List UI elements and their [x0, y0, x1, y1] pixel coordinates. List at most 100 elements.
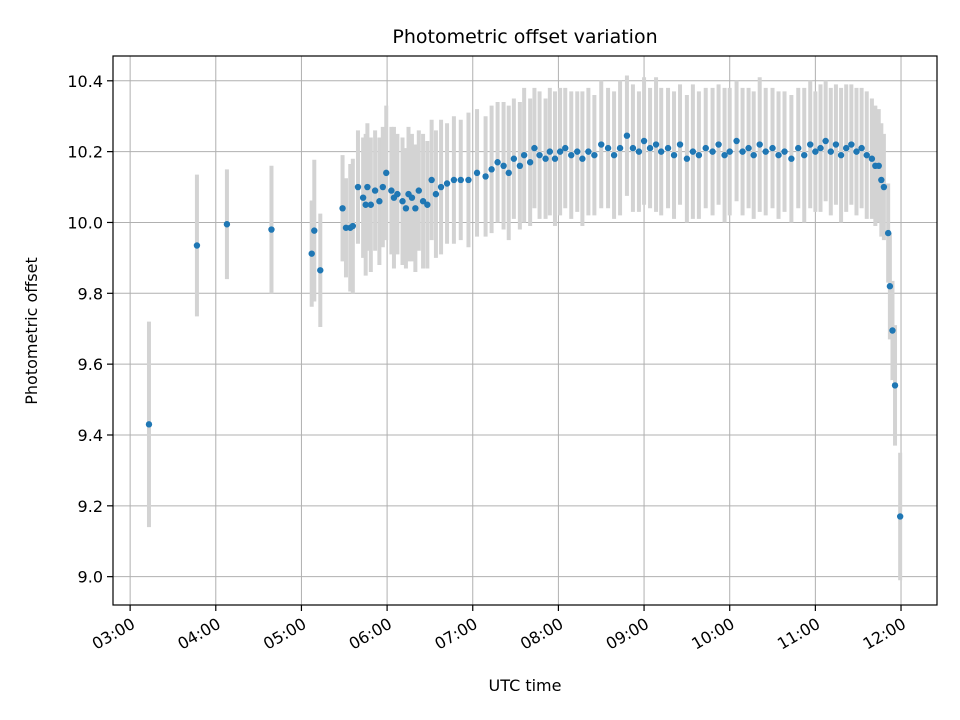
data-point [412, 205, 419, 212]
data-point [721, 151, 728, 159]
data-point [875, 162, 882, 169]
data-point [657, 148, 665, 155]
data-point [775, 151, 782, 159]
data-point [546, 148, 554, 155]
data-point [473, 169, 481, 177]
data-point [812, 148, 819, 155]
data-point [402, 205, 410, 212]
data-point [781, 148, 788, 155]
data-point [598, 141, 605, 148]
data-point [884, 229, 892, 237]
data-point [193, 242, 201, 249]
y-tick-label: 10.0 [67, 213, 103, 232]
data-point [311, 227, 318, 234]
data-point [568, 151, 575, 159]
data-point [394, 190, 401, 198]
data-point [863, 151, 870, 159]
data-point [376, 198, 383, 205]
data-point [756, 141, 763, 148]
data-point [354, 183, 362, 191]
data-point [604, 144, 612, 152]
data-point [739, 148, 746, 155]
data-point [817, 144, 824, 152]
data-point [268, 226, 275, 233]
data-point [419, 198, 427, 205]
data-point [670, 151, 678, 159]
data-point [562, 144, 569, 152]
data-point [646, 144, 654, 152]
data-point [536, 151, 543, 159]
data-point [379, 183, 387, 191]
data-point [339, 205, 346, 212]
data-point [843, 144, 850, 152]
data-point [531, 144, 538, 152]
x-axis-label: UTC time [489, 676, 562, 695]
data-point [437, 183, 445, 191]
data-point [505, 169, 512, 177]
data-point [726, 148, 733, 155]
data-point [516, 162, 524, 169]
data-point [635, 148, 643, 155]
data-point [878, 176, 885, 184]
data-point [364, 183, 371, 191]
data-point [482, 173, 489, 180]
data-point [896, 513, 904, 520]
data-point [795, 144, 802, 152]
data-point [837, 151, 845, 159]
data-point [822, 137, 829, 145]
data-point [848, 141, 855, 148]
data-point [664, 144, 672, 152]
data-point [683, 155, 691, 162]
y-tick-label: 9.0 [78, 568, 103, 587]
data-point [362, 201, 369, 208]
data-point [868, 155, 876, 162]
data-point [308, 250, 315, 257]
data-point [762, 148, 769, 155]
data-point [640, 137, 648, 145]
data-point [424, 201, 431, 208]
data-point [443, 180, 451, 187]
data-point [695, 151, 703, 159]
data-point [556, 148, 564, 155]
data-point [858, 144, 865, 152]
data-point [415, 187, 422, 194]
data-point [652, 141, 660, 148]
data-point [853, 148, 860, 155]
data-point [500, 162, 507, 169]
data-point [832, 141, 840, 148]
data-point [886, 283, 894, 290]
data-point [750, 151, 757, 159]
data-point [399, 198, 406, 205]
data-point [745, 144, 752, 152]
data-point [428, 176, 435, 184]
data-point [676, 141, 684, 148]
y-axis: 9.0 9.2 9.4 9.6 9.8 10.0 10.2 10.4 [67, 72, 113, 587]
data-point [317, 267, 324, 274]
data-point [367, 201, 375, 208]
data-point [408, 194, 416, 201]
data-points [145, 132, 904, 520]
data-point [383, 169, 390, 177]
data-point [371, 187, 379, 194]
data-point [889, 327, 896, 334]
chart-title: Photometric offset variation [392, 26, 657, 48]
y-tick-label: 9.2 [78, 497, 103, 516]
data-point [709, 148, 716, 155]
data-point [769, 144, 776, 152]
data-point [616, 144, 624, 152]
data-point [359, 194, 367, 201]
data-point [526, 159, 534, 166]
plot-frame [112, 55, 938, 606]
y-tick-label: 9.8 [78, 284, 103, 303]
data-point [579, 155, 586, 162]
data-point [610, 151, 618, 159]
data-point [349, 222, 357, 230]
data-point [807, 141, 814, 148]
data-point [788, 155, 795, 162]
data-point [591, 151, 598, 159]
data-point [801, 151, 808, 159]
data-point [827, 148, 834, 155]
y-axis-label: Photometric offset [22, 257, 41, 405]
